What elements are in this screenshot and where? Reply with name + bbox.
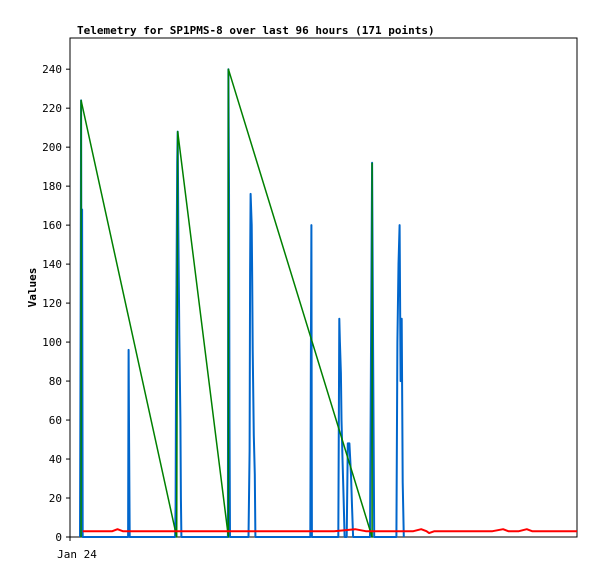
- y-tick-label: 40: [49, 453, 62, 466]
- series-line-1: [79, 68, 405, 538]
- y-tick-label: 100: [42, 336, 62, 349]
- y-axis-ticks: 0 20 40 60 80 100 120 140 160 180 200 220 240: [42, 63, 70, 544]
- y-tick-label: 20: [49, 492, 62, 505]
- y-tick-label: 60: [49, 414, 62, 427]
- x-tick-label: Jan 24: [57, 548, 97, 561]
- y-tick-label: 200: [42, 141, 62, 154]
- y-tick-label: 80: [49, 375, 62, 388]
- chart-title: Telemetry for SP1PMS-8 over last 96 hour…: [77, 24, 435, 37]
- y-tick-label: 0: [55, 531, 62, 544]
- y-tick-label: 220: [42, 102, 62, 115]
- x-axis-ticks: Jan 24: [57, 537, 97, 561]
- series-line-3: [82, 528, 577, 535]
- y-tick-label: 140: [42, 258, 62, 271]
- y-axis-label: Values: [26, 268, 39, 308]
- y-tick-label: 180: [42, 180, 62, 193]
- plot-frame: [69, 37, 578, 538]
- y-tick-label: 240: [42, 63, 62, 76]
- y-tick-label: 160: [42, 219, 62, 232]
- series-line-2: [80, 68, 373, 538]
- y-tick-label: 120: [42, 297, 62, 310]
- series-group: [79, 68, 577, 538]
